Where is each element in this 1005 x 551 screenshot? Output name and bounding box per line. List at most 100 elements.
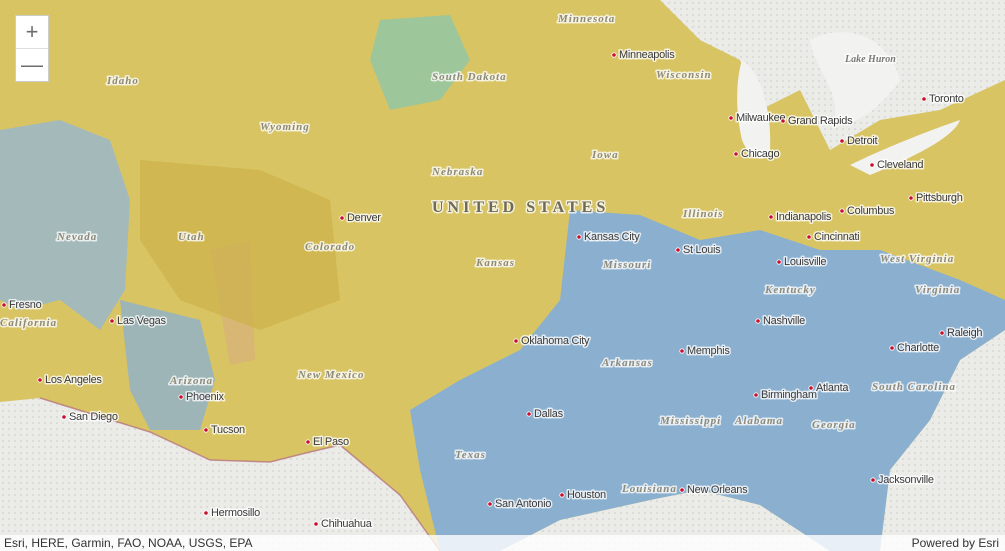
city-dot bbox=[908, 195, 914, 201]
city-label: Cleveland bbox=[877, 159, 923, 171]
city-dot bbox=[313, 521, 319, 527]
city-dot bbox=[675, 247, 681, 253]
city-label: San Diego bbox=[69, 411, 118, 423]
lake-erie bbox=[850, 120, 960, 175]
city-label: Kansas City bbox=[584, 231, 640, 243]
state-label: Minnesota bbox=[557, 13, 615, 25]
zoom-in-button[interactable]: + bbox=[25, 19, 39, 44]
state-label: Arizona bbox=[169, 375, 213, 387]
city-dot bbox=[611, 52, 617, 58]
city-dot bbox=[806, 234, 812, 240]
city-label: Grand Rapids bbox=[788, 115, 853, 127]
city-label: Houston bbox=[567, 489, 606, 501]
state-label: Wisconsin bbox=[656, 69, 712, 81]
state-label: California bbox=[0, 317, 57, 329]
city-dot bbox=[679, 348, 685, 354]
city-dot bbox=[339, 215, 345, 221]
city-dot bbox=[921, 96, 927, 102]
state-label: Kansas bbox=[475, 257, 515, 269]
city-dot bbox=[37, 377, 43, 383]
city-dot bbox=[728, 115, 734, 121]
city-label: Jacksonville bbox=[878, 474, 934, 486]
state-label: Iowa bbox=[591, 149, 619, 161]
border-mexico bbox=[39, 397, 441, 551]
city-dot bbox=[487, 501, 493, 507]
city-dot bbox=[808, 385, 814, 391]
state-label: Colorado bbox=[305, 241, 355, 253]
city-label: Pittsburgh bbox=[916, 192, 963, 204]
city-dot bbox=[203, 427, 209, 433]
region-southwest-blue bbox=[120, 300, 215, 430]
state-label: Texas bbox=[455, 449, 486, 461]
state-label: South Dakota bbox=[432, 71, 507, 83]
state-label: Arkansas bbox=[601, 357, 653, 369]
state-label: Nebraska bbox=[431, 166, 483, 178]
region-dakota-green bbox=[370, 15, 470, 110]
city-label: Louisville bbox=[784, 256, 826, 268]
city-label: Milwaukee bbox=[736, 112, 785, 124]
city-label: Cincinnati bbox=[814, 231, 859, 243]
city-label: Tucson bbox=[211, 424, 245, 436]
zoom-out-button[interactable]: — bbox=[16, 48, 48, 81]
state-label: Missouri bbox=[602, 259, 651, 271]
state-label: Illinois bbox=[682, 208, 723, 220]
city-label: Nashville bbox=[763, 315, 805, 327]
city-dot bbox=[939, 330, 945, 336]
city-label: Minneapolis bbox=[619, 49, 675, 61]
powered-by[interactable]: Powered by Esri bbox=[911, 536, 999, 550]
water-label: Lake Huron bbox=[844, 54, 896, 65]
city-label: Chihuahua bbox=[321, 518, 373, 530]
state-label: Louisiana bbox=[621, 483, 677, 495]
city-label: Chicago bbox=[741, 148, 779, 160]
region-dark-yellow bbox=[140, 160, 340, 330]
city-dot bbox=[870, 477, 876, 483]
city-dot bbox=[780, 118, 786, 124]
city-label: St Louis bbox=[683, 244, 721, 256]
city-label: Indianapolis bbox=[776, 211, 832, 223]
region-southeast-blue bbox=[410, 210, 1005, 551]
city-label: Detroit bbox=[847, 135, 878, 147]
zoom-control: + — bbox=[15, 15, 49, 82]
city-dot bbox=[305, 439, 311, 445]
city-dot bbox=[753, 392, 759, 398]
city-label: New Orleans bbox=[687, 484, 748, 496]
state-label: West Virginia bbox=[880, 253, 954, 265]
state-label: Kentucky bbox=[764, 284, 816, 296]
city-label: Toronto bbox=[929, 93, 964, 105]
city-label: Columbus bbox=[847, 205, 895, 217]
city-label: Denver bbox=[347, 212, 381, 224]
state-label: Wyoming bbox=[260, 121, 310, 133]
city-dot bbox=[889, 345, 895, 351]
city-dot bbox=[733, 151, 739, 157]
city-label: San Antonio bbox=[495, 498, 551, 510]
lake-michigan bbox=[737, 60, 771, 159]
city-dot bbox=[559, 492, 565, 498]
state-label: Mississippi bbox=[659, 415, 721, 427]
state-label: Georgia bbox=[812, 419, 856, 431]
attribution-sources: Esri, HERE, Garmin, FAO, NOAA, USGS, EPA bbox=[4, 536, 253, 550]
city-dot bbox=[839, 138, 845, 144]
city-dot bbox=[203, 510, 209, 516]
city-label: Atlanta bbox=[816, 382, 849, 394]
city-label: Raleigh bbox=[947, 327, 982, 339]
city-label: Dallas bbox=[534, 408, 564, 420]
city-dot bbox=[61, 414, 67, 420]
city-dot bbox=[1, 302, 7, 308]
state-label: South Carolina bbox=[872, 381, 956, 393]
city-dot bbox=[178, 394, 184, 400]
city-dot bbox=[513, 338, 519, 344]
city-label: Birmingham bbox=[761, 389, 817, 401]
city-label: Oklahoma City bbox=[521, 335, 590, 347]
state-label: Idaho bbox=[106, 75, 139, 87]
region-west-blue bbox=[0, 120, 130, 330]
state-label: Nevada bbox=[56, 231, 97, 243]
lake-huron bbox=[810, 32, 900, 123]
state-label: New Mexico bbox=[297, 369, 365, 381]
attribution-bar: Esri, HERE, Garmin, FAO, NOAA, USGS, EPA… bbox=[0, 535, 1005, 551]
city-dot bbox=[768, 214, 774, 220]
state-label: Utah bbox=[178, 231, 205, 243]
city-label: Charlotte bbox=[897, 342, 939, 354]
city-dot bbox=[526, 411, 532, 417]
